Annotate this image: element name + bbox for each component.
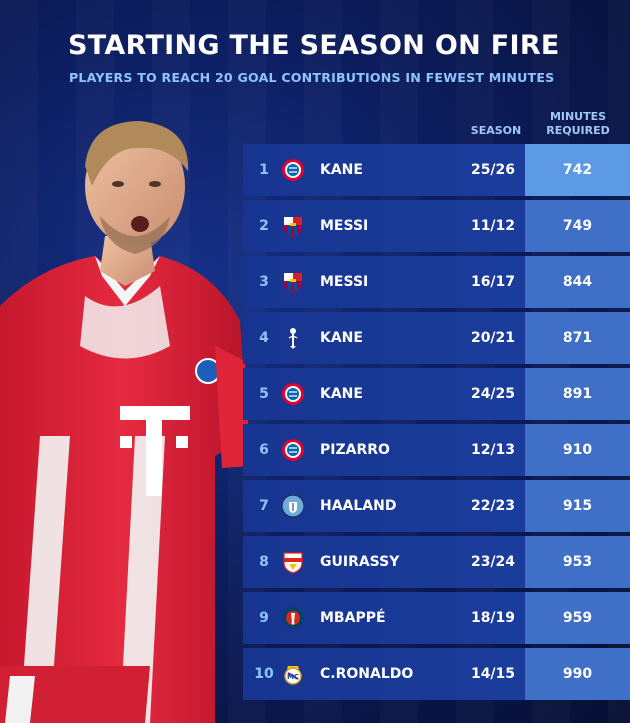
table-row: 2 MESSI 11/12 749 [243, 200, 630, 252]
player-name: MESSI [320, 274, 369, 290]
minutes-cell-bg [525, 592, 630, 644]
minutes-value: 749 [562, 218, 593, 234]
player-name: KANE [320, 330, 363, 346]
player-name: MBAPPÉ [320, 610, 386, 626]
rank-number: 3 [259, 274, 269, 290]
page-title: STARTING THE SEASON ON FIRE [68, 30, 560, 61]
minutes-cell-bg [525, 200, 630, 252]
rank-number: 8 [259, 554, 269, 570]
table-row: 4 KANE 20/21 871 [243, 312, 630, 364]
table-row: 9 MBAPPÉ 18/19 959 [243, 592, 630, 644]
minutes-cell-bg [525, 424, 630, 476]
rank-number: 4 [259, 330, 269, 346]
minutes-value: 915 [562, 498, 593, 514]
stuttgart-badge-icon [281, 550, 305, 574]
minutes-cell-bg [525, 648, 630, 700]
page-subtitle: PLAYERS TO REACH 20 GOAL CONTRIBUTIONS I… [69, 70, 555, 85]
player-name: PIZARRO [320, 442, 390, 458]
rank-number: 5 [259, 386, 269, 402]
minutes-column-header: MINUTES REQUIRED [546, 110, 610, 137]
season-value: 12/13 [470, 442, 516, 458]
season-value: 24/25 [470, 386, 516, 402]
season-value: 11/12 [470, 218, 516, 234]
table-row: 6 PIZARRO 12/13 910 [243, 424, 630, 476]
bayern-munich-badge-icon [281, 382, 305, 406]
rank-number: 1 [259, 162, 269, 178]
season-value: 23/24 [470, 554, 516, 570]
barcelona-badge-icon [281, 270, 305, 294]
player-name: C.RONALDO [320, 666, 414, 682]
bayern-munich-badge-icon [281, 158, 305, 182]
rank-number: 9 [259, 610, 269, 626]
season-value: 18/19 [470, 610, 516, 626]
real-madrid-badge-icon [281, 662, 305, 686]
table-row: 7 HAALAND 22/23 915 [243, 480, 630, 532]
season-value: 20/21 [470, 330, 516, 346]
table-row: 10 C.RONALDO 14/15 990 [243, 648, 630, 700]
tottenham-badge-icon [281, 326, 305, 350]
player-photo [0, 121, 250, 723]
minutes-value: 891 [562, 386, 593, 402]
minutes-cell-bg [525, 368, 630, 420]
player-name: KANE [320, 386, 363, 402]
minutes-value: 910 [562, 442, 593, 458]
table-row: 3 MESSI 16/17 844 [243, 256, 630, 308]
rank-number: 10 [254, 666, 274, 682]
season-value: 25/26 [470, 162, 516, 178]
barcelona-badge-icon [281, 214, 305, 238]
manchester-city-badge-icon [281, 494, 305, 518]
season-value: 14/15 [470, 666, 516, 682]
player-name: MESSI [320, 218, 369, 234]
minutes-value: 742 [562, 162, 593, 178]
minutes-value: 953 [562, 554, 593, 570]
table-row: 5 KANE 24/25 891 [243, 368, 630, 420]
player-name: HAALAND [320, 498, 397, 514]
player-name: GUIRASSY [320, 554, 400, 570]
season-column-header: SEASON [470, 124, 522, 137]
minutes-value: 959 [562, 610, 593, 626]
minutes-cell-bg [525, 256, 630, 308]
table-row: 8 GUIRASSY 23/24 953 [243, 536, 630, 588]
minutes-value: 871 [562, 330, 593, 346]
minutes-cell-bg [525, 536, 630, 588]
rank-number: 2 [259, 218, 269, 234]
minutes-cell-bg [525, 312, 630, 364]
season-value: 22/23 [470, 498, 516, 514]
minutes-cell-bg [525, 144, 630, 196]
minutes-value: 990 [562, 666, 593, 682]
player-name: KANE [320, 162, 363, 178]
season-value: 16/17 [470, 274, 516, 290]
table-row: 1 KANE 25/26 742 [243, 144, 630, 196]
psg-badge-icon [281, 606, 305, 630]
bayern-munich-badge-icon [281, 438, 305, 462]
rank-number: 7 [259, 498, 269, 514]
minutes-cell-bg [525, 480, 630, 532]
minutes-value: 844 [562, 274, 593, 290]
rank-number: 6 [259, 442, 269, 458]
